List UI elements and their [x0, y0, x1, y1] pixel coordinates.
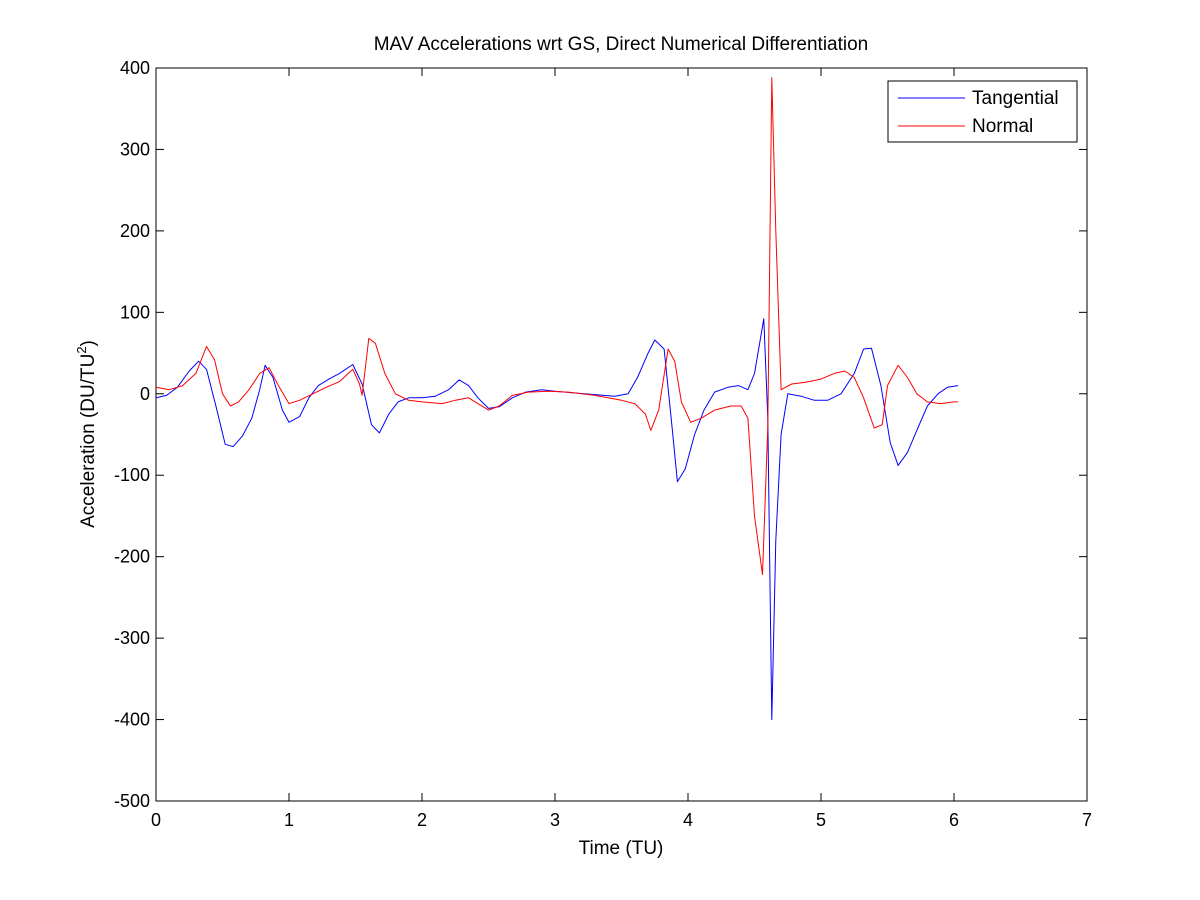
- legend-label-normal: Normal: [972, 116, 1033, 137]
- x-tick-label: 6: [949, 810, 959, 830]
- y-tick-label: 200: [120, 221, 150, 241]
- chart-title: MAV Accelerations wrt GS, Direct Numeric…: [374, 34, 869, 55]
- x-tick-label: 3: [550, 810, 560, 830]
- series-layer: [155, 77, 959, 721]
- legend-label-tangential: Tangential: [972, 88, 1059, 109]
- x-tick-label: 1: [284, 810, 294, 830]
- y-tick-label: 100: [120, 302, 150, 322]
- y-axis-label: Acceleration (DU/TU2): [74, 340, 99, 528]
- x-axis-label: Time (TU): [579, 838, 664, 859]
- y-tick-label: 0: [140, 384, 150, 404]
- x-tick-label: 7: [1082, 810, 1092, 830]
- y-tick-label: -400: [114, 710, 150, 730]
- legend: Tangential Normal: [887, 80, 1078, 143]
- y-axis-label-base: Acceleration (DU/TU: [78, 354, 99, 528]
- series-line-normal: [155, 77, 958, 576]
- x-tick-label: 0: [151, 810, 161, 830]
- plot-area: [155, 67, 1088, 802]
- y-axis-label-superscript: 2: [74, 346, 89, 353]
- y-tick-label: -500: [114, 791, 150, 811]
- y-tick-label: 400: [120, 58, 150, 78]
- y-tick-label: 300: [120, 139, 150, 159]
- legend-box: [887, 80, 1078, 143]
- x-tick-label: 5: [816, 810, 826, 830]
- y-tick-label: -300: [114, 628, 150, 648]
- x-tick-label: 2: [417, 810, 427, 830]
- y-axis-label-end: ): [78, 340, 99, 346]
- y-tick-label: -200: [114, 547, 150, 567]
- x-tick-label: 4: [683, 810, 693, 830]
- axis-ticks: 0 1 2 3 4 5 6 7 400 300 200 100 0 -100 -200 -300 -400 -50…: [114, 58, 1092, 830]
- y-tick-label: -100: [114, 465, 150, 485]
